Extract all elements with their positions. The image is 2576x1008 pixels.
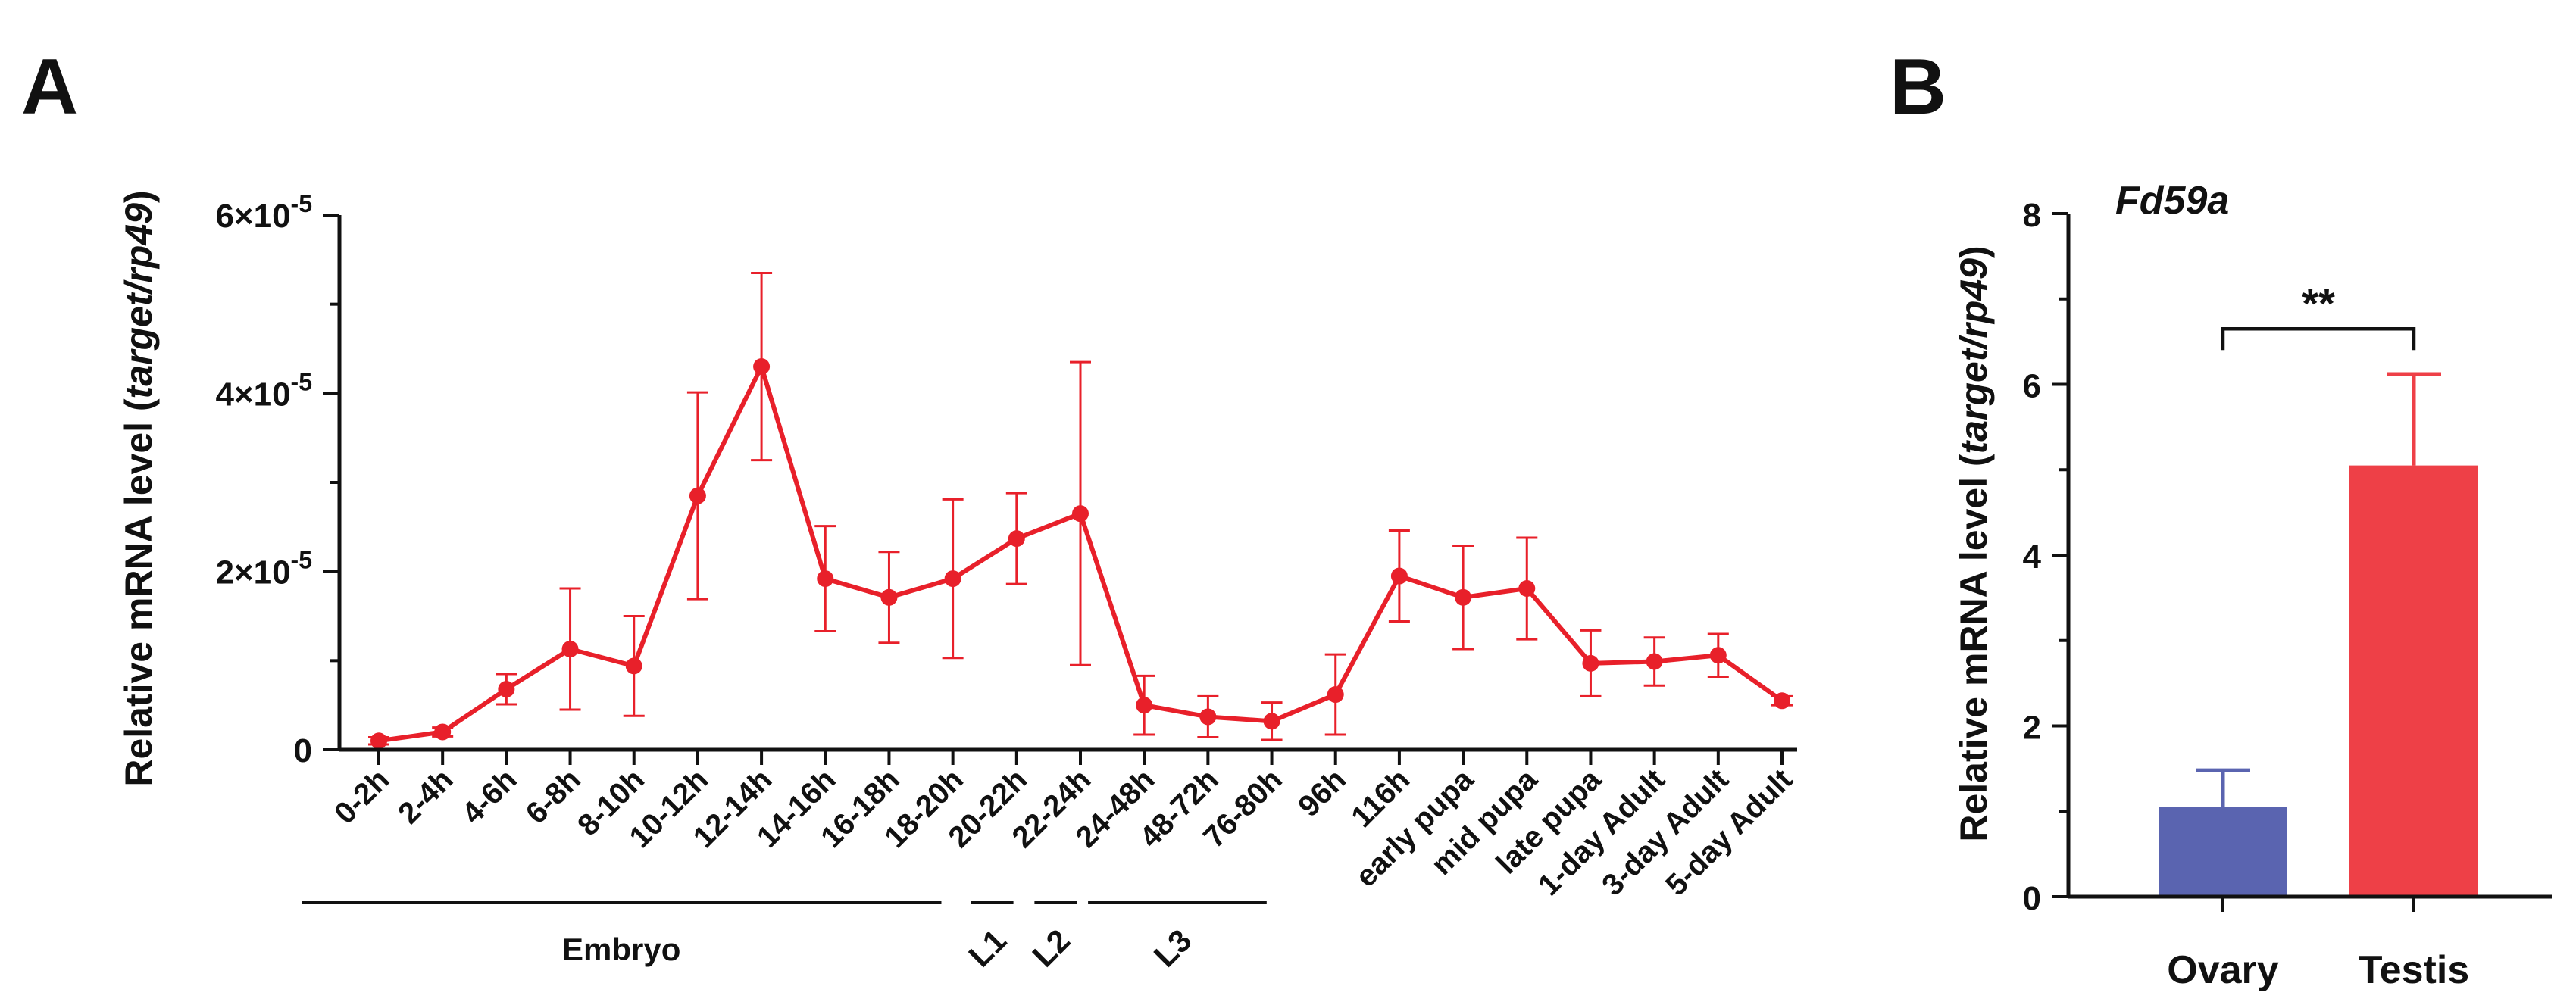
panel-a-data-point [1518,580,1536,598]
panel-a-data-point [1646,653,1663,670]
panel-a-stage-label: L3 [1147,922,1199,974]
panel-a-y-axis-title: Relative mRNA level (target/rp49) [117,190,160,786]
panel-b-y-axis-title: Relative mRNA level (target/rp49) [1952,245,1995,841]
panel-a-data-point [370,732,387,750]
panel-a-y-tick-base: 0 [294,732,312,769]
panel-a-y-tick-base: 2×10 [215,554,290,591]
panel-a-x-tick-label: 96h [1292,763,1352,823]
panel-a-data-point [1455,588,1472,606]
panel-a-data-point [880,588,898,606]
panel-a-data-point [498,680,515,697]
panel-b-significance: ** [2221,279,2416,351]
panel-a-data-point [1390,567,1408,585]
panel-a-points [370,358,1790,750]
panel-a-letter: A [21,43,78,131]
panel-a-y-tick-label: 4×10-5 [215,368,312,413]
panel-a-y-tick-exponent: -5 [291,190,312,217]
panel-a-data-point [1774,692,1790,710]
panel-a-data-point [1582,654,1599,672]
panel-b-y-tick-label: 4 [2023,538,2042,576]
panel-a-stage-groups: Embryo L1 L2 L3 [302,901,1267,974]
panel-a-x-tick-labels: 0-2h2-4h4-6h6-8h8-10h10-12h12-14h14-16h1… [328,763,1799,903]
panel-a-data-point [944,570,961,588]
panel-b-bar-chart: Relative mRNA level (target/rp49) Fd59a … [1952,179,2552,992]
panel-a-data-point [434,723,452,741]
panel-b-y-tick-label: 0 [2023,880,2041,917]
panel-a-y-axis-title-prefix: Relative mRNA level ( [117,398,160,787]
panel-a-y-tick-label: 0 [294,732,312,769]
panel-a-data-point [689,487,706,504]
panel-b-y-tick-label: 2 [2023,710,2041,747]
panel-b-bars [2159,465,2478,897]
panel-a-data-point [561,641,579,658]
panel-a-data-point [1199,708,1217,726]
panel-b-category-label: Ovary [2167,948,2279,992]
panel-a-data-point [1263,713,1280,730]
panel-b-y-tick-label: 6 [2023,368,2041,405]
panel-b-significance-bracket [2221,326,2416,351]
panel-a-y-tick-label: 2×10-5 [215,547,312,591]
panel-a-y-tick-label: 6×10-5 [215,190,312,235]
panel-a-data-point [1008,530,1025,548]
panel-a-data-point [1709,647,1727,664]
panel-b-y-axis-title-italic: target/rp49 [1952,258,1995,454]
panel-a-x-tick-label: 2-4h [392,763,459,830]
panel-a-y-tick-exponent: -5 [291,368,312,395]
panel-a-stage-label: L2 [1025,922,1077,974]
panel-a-x-ticks [377,750,1784,765]
panel-a-line-chart: Relative mRNA level (target/rp49) 02×10-… [117,190,1799,974]
panel-a-data-point [1072,505,1089,523]
panel-a-stage-label: L1 [961,922,1013,974]
panel-b-y-tick-label: 8 [2023,197,2041,234]
panel-b-y-axis-title-prefix: Relative mRNA level ( [1952,454,1995,842]
panel-a-y-axis-title-italic: target/rp49 [117,203,160,399]
panel-b-bar [2159,807,2287,897]
panel-a-y-ticks: 02×10-54×10-56×10-5 [215,190,339,769]
panel-b-significance-label: ** [2302,279,2335,327]
panel-a-y-tick-base: 4×10 [215,376,290,413]
panel-a-stage-label: Embryo [562,932,680,967]
panel-b-category-labels: Ovary Testis [2167,948,2469,992]
panel-b-letter: B [1890,43,1946,131]
panel-b-error-bars [2196,372,2441,807]
panel-a-y-tick-exponent: -5 [291,547,312,574]
panel-a-data-point [753,358,771,376]
panel-b-y-ticks: 0 2 4 6 8 [2023,197,2068,917]
panel-a-data-point [817,570,834,588]
panel-a-x-tick-label: 0-2h [328,763,395,830]
panel-a-data-point [625,657,642,675]
panel-a-y-axis-title-suffix: ) [117,190,160,203]
panel-a-data-point [1136,697,1153,714]
panel-a-x-tick-label: 4-6h [455,763,523,830]
panel-b-category-label: Testis [2359,948,2469,992]
panel-b-y-axis-title-suffix: ) [1952,245,1995,258]
panel-a-data-point [1327,686,1344,704]
panel-a-y-tick-base: 6×10 [215,198,290,235]
panel-b-bar [2349,465,2478,897]
panel-b-x-ticks [2221,897,2415,912]
panel-b-gene-title: Fd59a [2115,179,2229,223]
